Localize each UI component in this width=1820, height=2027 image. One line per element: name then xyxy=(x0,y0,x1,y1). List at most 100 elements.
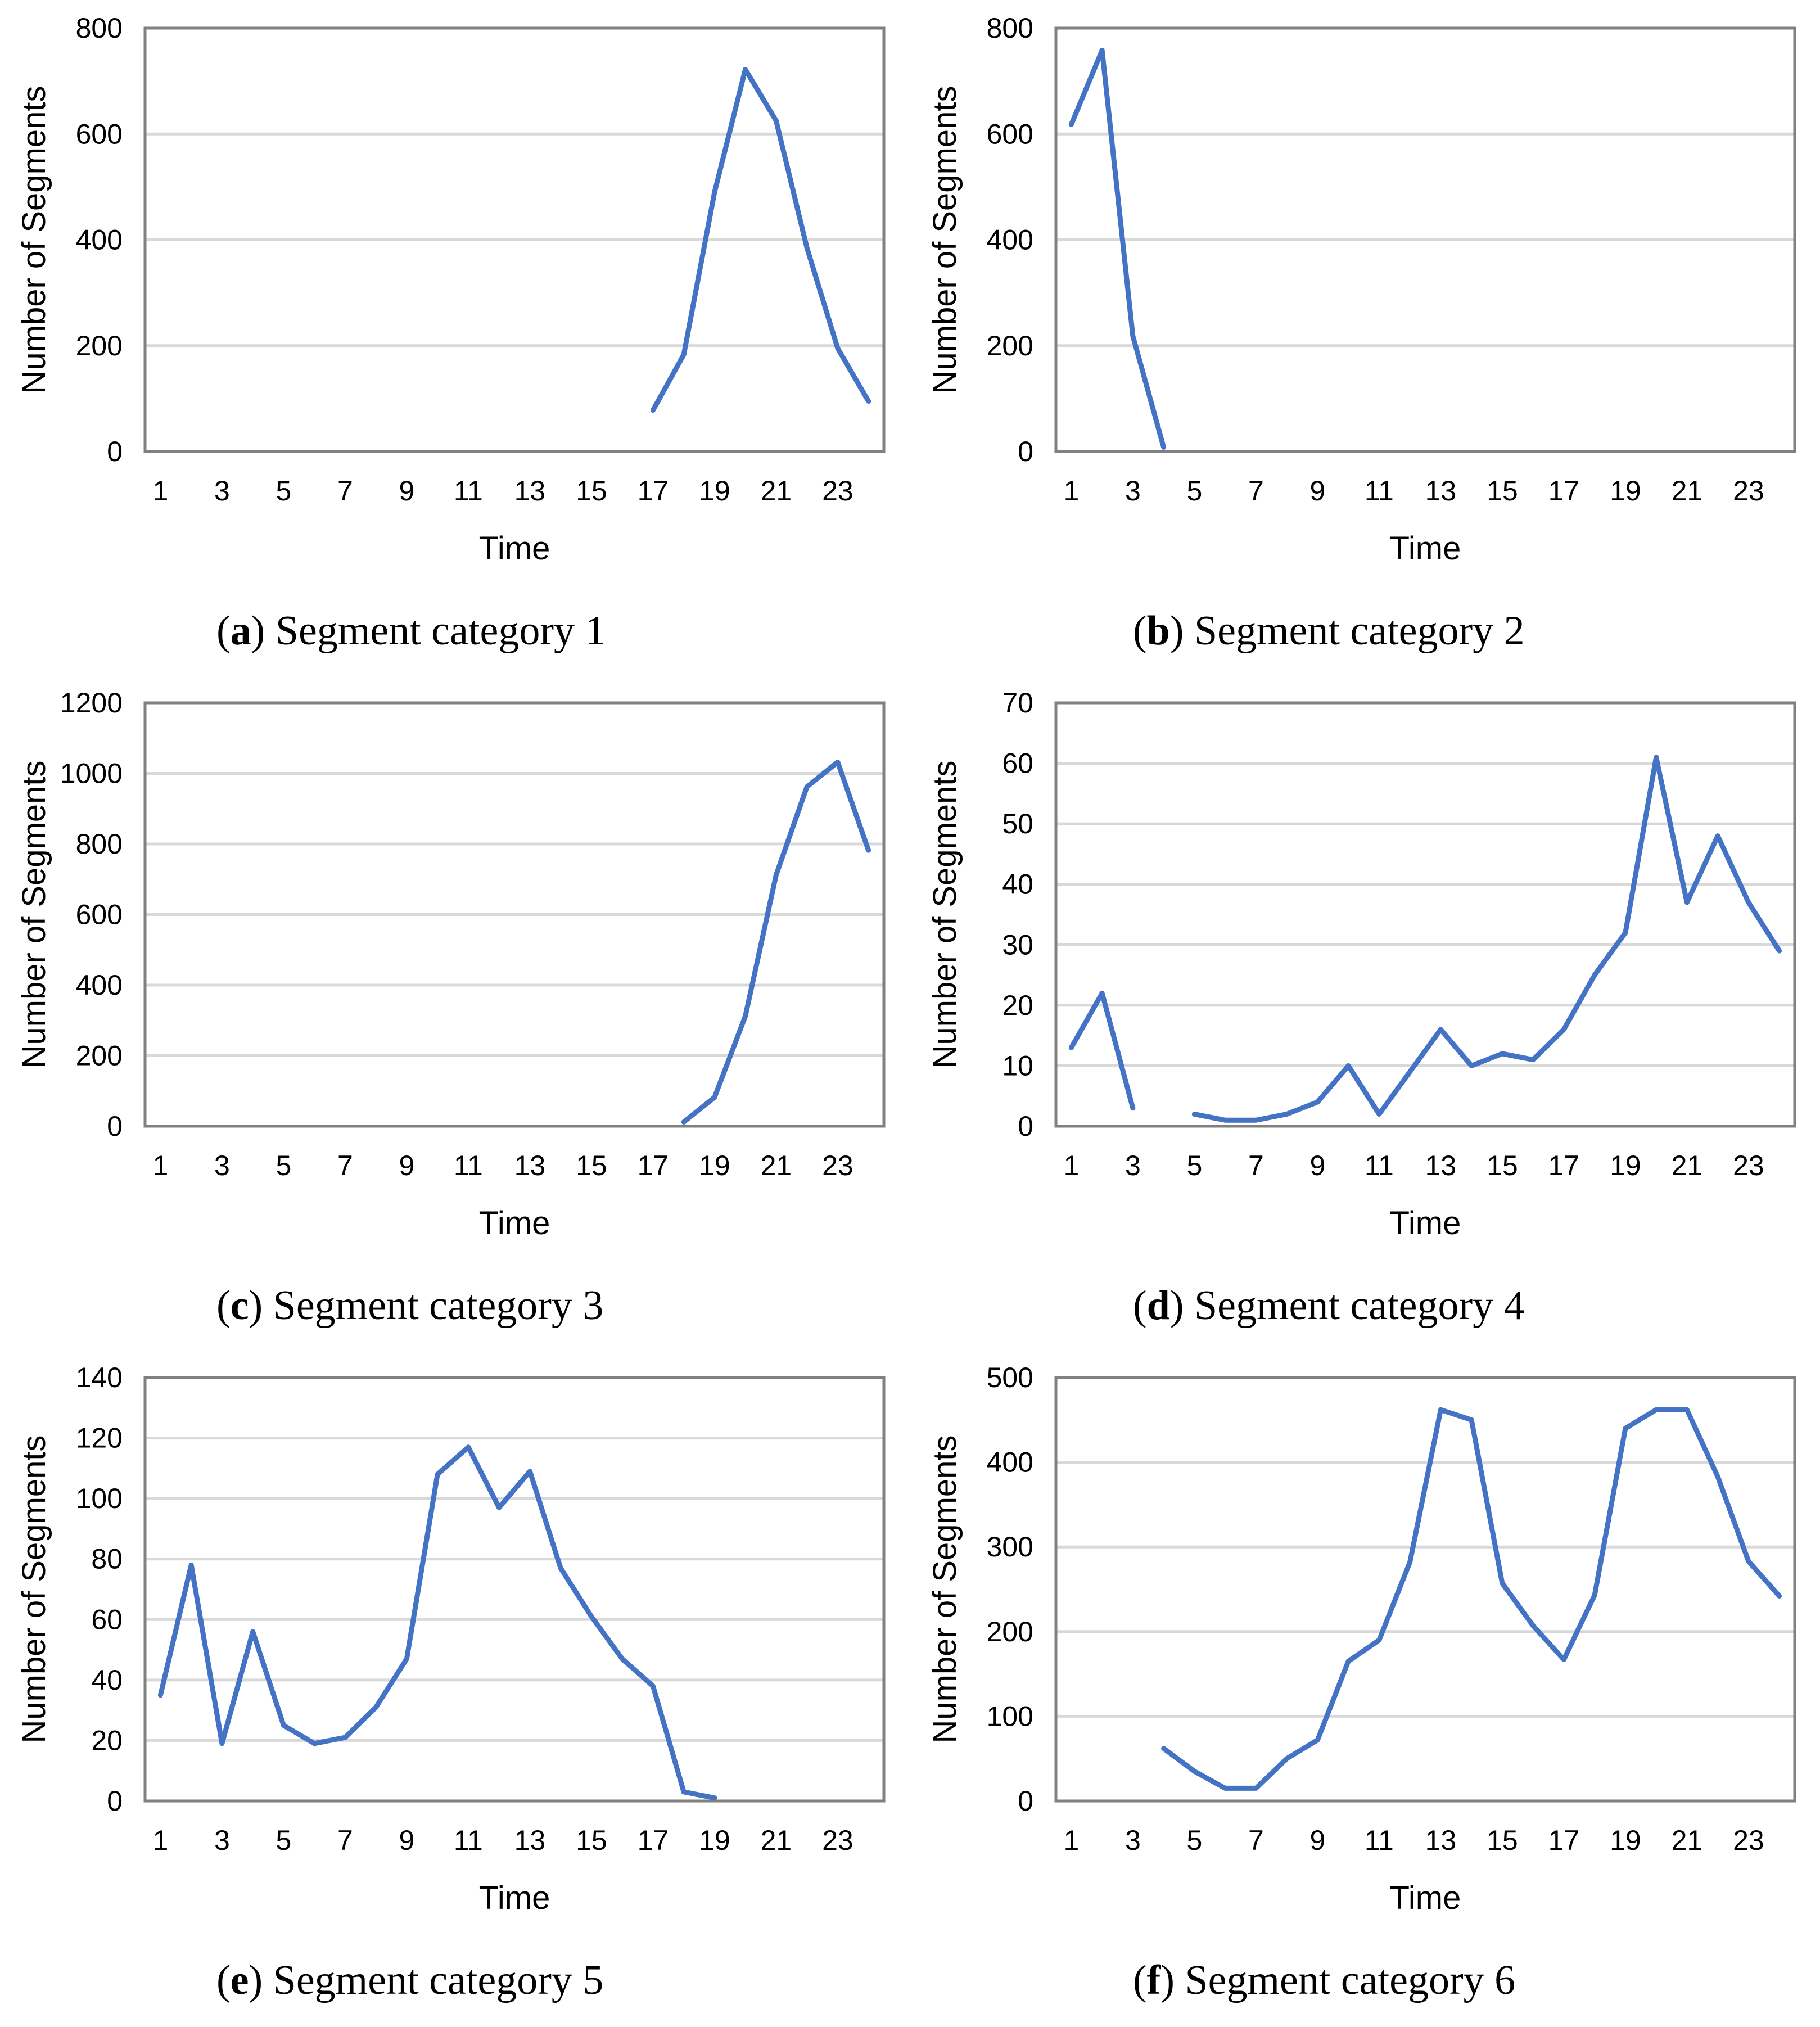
x-tick-label-f-13: 13 xyxy=(1425,1825,1457,1856)
y-tick-label-d-50: 50 xyxy=(1002,808,1033,839)
data-point-d-23 xyxy=(1746,900,1751,905)
x-tick-label-a-17: 17 xyxy=(638,475,669,507)
data-point-f-19 xyxy=(1623,1426,1628,1430)
x-axis-label-b: Time xyxy=(1390,530,1461,567)
data-point-d-3 xyxy=(1131,1106,1135,1110)
plot-frame-b xyxy=(1054,26,1796,453)
x-tick-label-d-17: 17 xyxy=(1548,1150,1580,1181)
data-point-d-1 xyxy=(1069,1045,1073,1050)
x-tick-label-d-11: 11 xyxy=(1365,1150,1394,1181)
data-point-d-12 xyxy=(1408,1069,1412,1074)
data-point-f-12 xyxy=(1408,1560,1412,1564)
plot-frame-c xyxy=(143,701,886,1128)
x-tick-label-d-13: 13 xyxy=(1425,1150,1457,1181)
caption-b-letter: b xyxy=(1146,608,1170,654)
caption-e-letter: e xyxy=(230,1957,249,2003)
data-point-f-18 xyxy=(1592,1593,1597,1597)
y-tick-label-f-100: 100 xyxy=(987,1700,1033,1732)
data-point-d-2 xyxy=(1100,991,1104,995)
x-tick-label-a-19: 19 xyxy=(699,475,730,507)
caption-c-letter: c xyxy=(230,1283,249,1329)
data-point-b-2 xyxy=(1100,48,1104,53)
data-point-d-17 xyxy=(1561,1027,1566,1032)
data-point-a-19 xyxy=(712,190,717,195)
caption-c-text: Segment category 3 xyxy=(273,1283,604,1329)
x-tick-label-d-9: 9 xyxy=(1309,1150,1325,1181)
x-tick-label-e-9: 9 xyxy=(399,1825,414,1856)
data-point-e-11 xyxy=(466,1445,471,1450)
data-point-f-11 xyxy=(1377,1638,1381,1642)
y-tick-label-a-400: 400 xyxy=(76,224,123,256)
panel-d: 0 10 20 30 40 50 60 70 1 3 5 7 9 11 13 15 17 19 21 23 Time Nu… xyxy=(911,675,1810,1274)
y-tick-label-f-200: 200 xyxy=(987,1616,1033,1647)
caption-a-letter: a xyxy=(230,608,251,654)
x-axis-label-f: Time xyxy=(1390,1880,1461,1916)
data-point-d-6 xyxy=(1223,1118,1227,1122)
data-point-e-19 xyxy=(712,1796,717,1800)
plot-frame-f xyxy=(1054,1376,1796,1803)
series-line-d-1 xyxy=(1068,990,1136,1111)
x-tick-label-d-23: 23 xyxy=(1733,1150,1764,1181)
x-tick-label-c-11: 11 xyxy=(454,1150,483,1181)
x-tick-label-c-17: 17 xyxy=(638,1150,669,1181)
x-axis-label-d: Time xyxy=(1390,1205,1461,1242)
data-point-d-22 xyxy=(1715,834,1720,838)
data-point-b-1 xyxy=(1069,122,1073,127)
data-point-a-17 xyxy=(651,408,655,413)
data-point-d-13 xyxy=(1438,1027,1443,1032)
x-axis-label-e: Time xyxy=(479,1880,550,1916)
x-tick-label-c-9: 9 xyxy=(399,1150,414,1181)
data-point-e-10 xyxy=(435,1472,440,1477)
data-point-e-16 xyxy=(620,1656,625,1661)
data-point-f-20 xyxy=(1654,1407,1659,1412)
x-tick-label-d-15: 15 xyxy=(1487,1150,1518,1181)
data-point-f-6 xyxy=(1223,1786,1227,1790)
x-tick-label-e-5: 5 xyxy=(276,1825,291,1856)
y-axis-label-d: Number of Segments xyxy=(927,760,963,1068)
y-tick-label-d-70: 70 xyxy=(1002,687,1033,719)
x-tick-label-f-19: 19 xyxy=(1610,1825,1641,1856)
y-tick-label-f-500: 500 xyxy=(987,1362,1033,1393)
series-line-d-2 xyxy=(1191,755,1782,1123)
x-tick-label-e-23: 23 xyxy=(822,1825,853,1856)
x-tick-label-a-1: 1 xyxy=(152,475,168,507)
y-tick-label-f-400: 400 xyxy=(987,1447,1033,1478)
caption-d-text: Segment category 4 xyxy=(1194,1283,1525,1329)
data-point-f-5 xyxy=(1192,1769,1196,1773)
y-tick-label-b-600: 600 xyxy=(987,118,1033,150)
x-tick-label-a-11: 11 xyxy=(454,475,483,507)
data-point-f-8 xyxy=(1285,1757,1289,1761)
data-point-c-22 xyxy=(805,784,809,789)
data-point-d-9 xyxy=(1315,1100,1320,1104)
data-point-b-4 xyxy=(1162,445,1166,449)
x-tick-label-b-9: 9 xyxy=(1309,475,1325,507)
panel-f: 0 100 200 300 400 500 1 3 5 7 9 11 13 15 17 19 21 23 Time N… xyxy=(911,1349,1810,1948)
data-point-e-14 xyxy=(558,1566,563,1570)
x-tick-label-b-21: 21 xyxy=(1672,475,1703,507)
x-tick-label-d-21: 21 xyxy=(1672,1150,1703,1181)
caption-b: (b) Segment category 2 xyxy=(1133,608,1525,654)
series-line-c-1 xyxy=(681,759,871,1125)
data-point-e-2 xyxy=(189,1563,193,1567)
data-point-f-24 xyxy=(1777,1594,1782,1599)
data-point-f-17 xyxy=(1561,1657,1566,1662)
x-tick-label-c-3: 3 xyxy=(214,1150,230,1181)
series-line-f-1 xyxy=(1161,1407,1782,1791)
data-point-a-24 xyxy=(866,399,871,404)
caption-a: (a) Segment category 1 xyxy=(216,608,606,654)
y-tick-label-d-0: 0 xyxy=(1018,1110,1033,1142)
x-tick-label-a-15: 15 xyxy=(576,475,607,507)
y-tick-label-f-0: 0 xyxy=(1018,1785,1033,1817)
x-tick-label-f-7: 7 xyxy=(1248,1825,1264,1856)
x-tick-label-f-21: 21 xyxy=(1672,1825,1703,1856)
data-point-e-7 xyxy=(343,1735,347,1740)
plot-frame-a xyxy=(143,26,886,453)
x-tick-label-c-5: 5 xyxy=(276,1150,291,1181)
y-axis-label-b: Number of Segments xyxy=(927,85,963,394)
panel-a: 0 200 400 600 800 1 3 5 7 9 11 13 15 17 19 21 23 Time Numb… xyxy=(0,0,900,599)
data-point-f-21 xyxy=(1684,1407,1689,1412)
data-point-f-4 xyxy=(1162,1746,1166,1751)
x-tick-label-b-19: 19 xyxy=(1610,475,1641,507)
data-point-f-14 xyxy=(1469,1417,1474,1422)
